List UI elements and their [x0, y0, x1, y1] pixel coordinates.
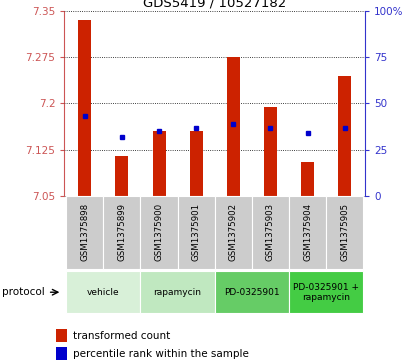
Bar: [56, 329, 67, 342]
Text: GSM1375898: GSM1375898: [80, 203, 89, 261]
Text: GSM1375901: GSM1375901: [192, 203, 201, 261]
Bar: [338, 76, 351, 196]
Text: GSM1375905: GSM1375905: [340, 203, 349, 261]
Bar: [326, 196, 364, 269]
Bar: [264, 107, 277, 196]
Bar: [190, 131, 203, 196]
Bar: [66, 196, 103, 269]
Bar: [289, 271, 364, 313]
Bar: [252, 196, 289, 269]
Bar: [66, 271, 140, 313]
Bar: [227, 57, 240, 196]
Text: vehicle: vehicle: [87, 288, 120, 297]
Text: rapamycin: rapamycin: [154, 288, 202, 297]
Bar: [289, 196, 326, 269]
Bar: [140, 196, 178, 269]
Bar: [215, 196, 252, 269]
Text: protocol: protocol: [2, 287, 45, 297]
Bar: [178, 196, 215, 269]
Bar: [103, 196, 140, 269]
Bar: [215, 271, 289, 313]
Bar: [78, 20, 91, 196]
Bar: [301, 162, 314, 196]
Bar: [56, 347, 67, 360]
Text: GSM1375903: GSM1375903: [266, 203, 275, 261]
Text: PD-0325901 +
rapamycin: PD-0325901 + rapamycin: [293, 282, 359, 302]
Text: GSM1375899: GSM1375899: [117, 203, 127, 261]
Text: transformed count: transformed count: [73, 331, 170, 341]
Text: GSM1375904: GSM1375904: [303, 203, 312, 261]
Bar: [115, 156, 128, 196]
Text: percentile rank within the sample: percentile rank within the sample: [73, 349, 249, 359]
Title: GDS5419 / 10527182: GDS5419 / 10527182: [143, 0, 286, 10]
Text: GSM1375902: GSM1375902: [229, 203, 238, 261]
Bar: [140, 271, 215, 313]
Bar: [153, 131, 166, 196]
Text: GSM1375900: GSM1375900: [154, 203, 164, 261]
Text: PD-0325901: PD-0325901: [224, 288, 280, 297]
